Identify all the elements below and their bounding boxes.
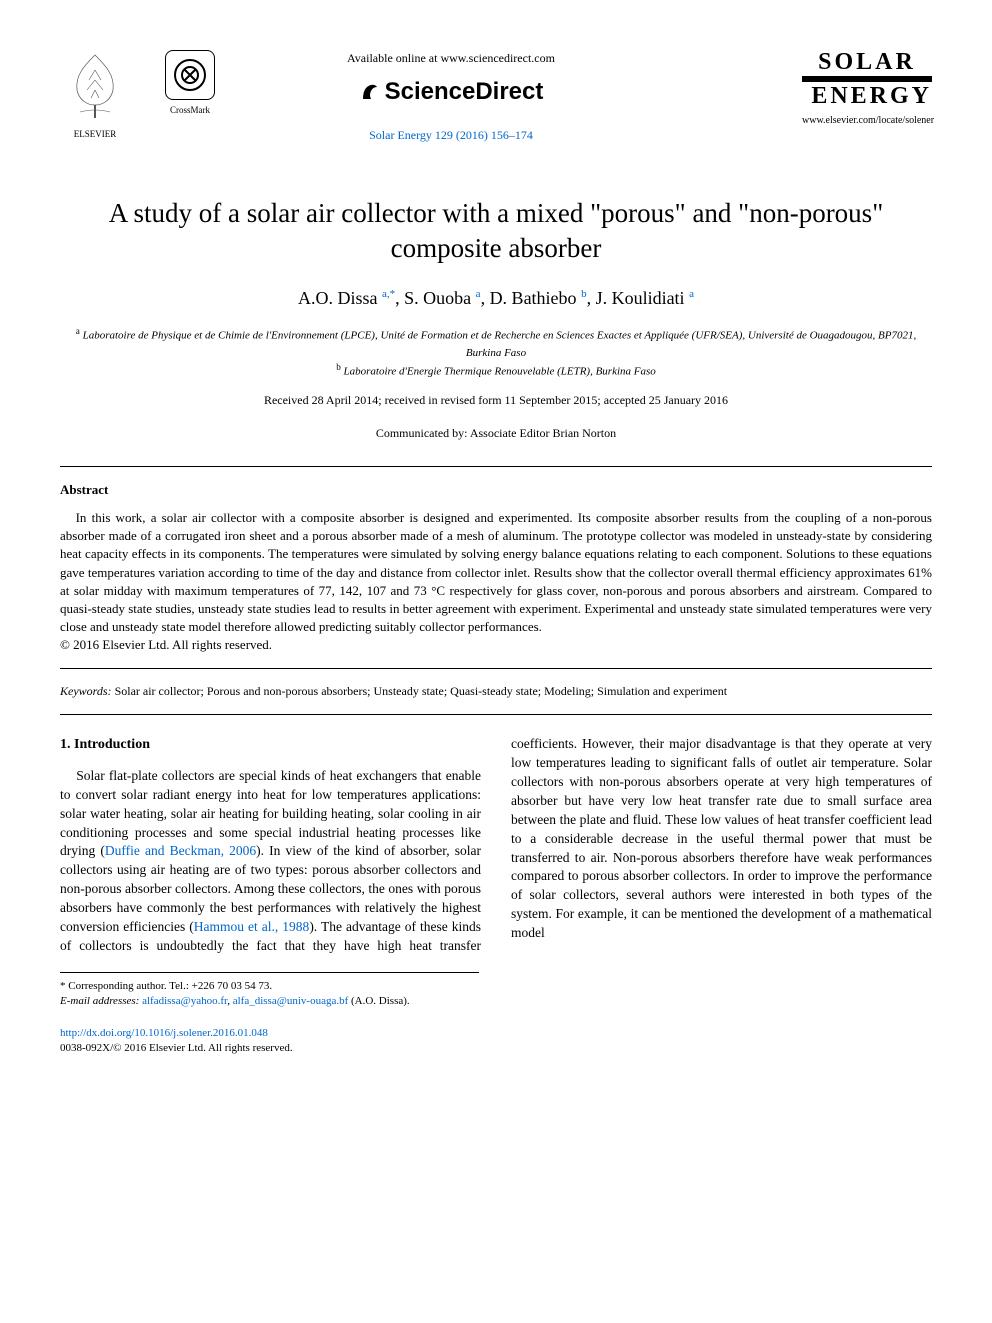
introduction-heading: 1. Introduction xyxy=(60,735,481,755)
email-author-suffix: (A.O. Dissa). xyxy=(351,995,410,1007)
available-online-text: Available online at www.sciencedirect.co… xyxy=(120,50,782,67)
author-3-affil[interactable]: b xyxy=(581,288,587,300)
header-center: Available online at www.sciencedirect.co… xyxy=(100,50,802,146)
doi-link[interactable]: http://dx.doi.org/10.1016/j.solener.2016… xyxy=(60,1027,268,1039)
communicated-by: Communicated by: Associate Editor Brian … xyxy=(60,425,932,442)
intro-paragraph: Solar flat-plate collectors are special … xyxy=(60,735,932,956)
author-1-corr[interactable]: * xyxy=(390,288,396,300)
page-header: ELSEVIER CrossMark Available online at w… xyxy=(60,50,932,146)
affiliation-b-text: Laboratoire d'Energie Thermique Renouvel… xyxy=(344,366,656,378)
email-link-2[interactable]: alfa_dissa@univ-ouaga.bf xyxy=(233,995,349,1007)
affiliations: a Laboratoire de Physique et de Chimie d… xyxy=(60,325,932,380)
abstract-copyright: © 2016 Elsevier Ltd. All rights reserved… xyxy=(60,636,932,654)
doi-block: http://dx.doi.org/10.1016/j.solener.2016… xyxy=(60,1026,932,1057)
author-1: A.O. Dissa xyxy=(298,288,378,308)
author-list: A.O. Dissa a,*, S. Ouoba a, D. Bathiebo … xyxy=(60,286,932,311)
introduction-body: 1. Introduction Solar flat-plate collect… xyxy=(60,735,932,956)
author-4: J. Koulidiati xyxy=(596,288,685,308)
author-3: D. Bathiebo xyxy=(490,288,577,308)
article-dates: Received 28 April 2014; received in revi… xyxy=(60,392,932,409)
abstract-text: In this work, a solar air collector with… xyxy=(60,509,932,636)
corr-author-line: * Corresponding author. Tel.: +226 70 03… xyxy=(60,979,479,994)
citation-hammou[interactable]: Hammou et al., 1988 xyxy=(194,919,310,934)
author-2-affil[interactable]: a xyxy=(476,288,481,300)
sciencedirect-icon xyxy=(359,81,381,103)
email-link-1[interactable]: alfadissa@yahoo.fr xyxy=(142,995,227,1007)
journal-brand-top: SOLAR xyxy=(802,50,932,74)
divider-1 xyxy=(60,466,932,467)
journal-citation-link[interactable]: Solar Energy 129 (2016) 156–174 xyxy=(369,128,533,142)
journal-url: www.elsevier.com/locate/solener xyxy=(802,114,932,128)
sciencedirect-text: ScienceDirect xyxy=(385,78,544,105)
citation-duffie[interactable]: Duffie and Beckman, 2006 xyxy=(105,843,256,858)
email-line: E-mail addresses: alfadissa@yahoo.fr, al… xyxy=(60,994,479,1009)
issn-copyright: 0038-092X/© 2016 Elsevier Ltd. All right… xyxy=(60,1042,293,1054)
divider-3 xyxy=(60,714,932,715)
affiliation-a-text: Laboratoire de Physique et de Chimie de … xyxy=(83,330,917,359)
author-2: S. Ouoba xyxy=(404,288,471,308)
divider-2 xyxy=(60,668,932,669)
affiliation-a: a Laboratoire de Physique et de Chimie d… xyxy=(60,325,932,361)
journal-brand-bottom: ENERGY xyxy=(802,84,932,108)
journal-brand-rule xyxy=(802,76,932,82)
author-4-affil[interactable]: a xyxy=(689,288,694,300)
email-label: E-mail addresses: xyxy=(60,995,139,1007)
keywords-label: Keywords: xyxy=(60,684,112,698)
keywords: Keywords: Solar air collector; Porous an… xyxy=(60,683,932,700)
author-1-affil[interactable]: a, xyxy=(382,288,390,300)
keywords-text: Solar air collector; Porous and non-poro… xyxy=(112,684,728,698)
abstract-heading: Abstract xyxy=(60,481,932,499)
affiliation-b: b Laboratoire d'Energie Thermique Renouv… xyxy=(60,361,932,380)
journal-brand: SOLAR ENERGY www.elsevier.com/locate/sol… xyxy=(802,50,932,128)
article-title: A study of a solar air collector with a … xyxy=(100,196,892,266)
corresponding-author-footnote: * Corresponding author. Tel.: +226 70 03… xyxy=(60,972,479,1010)
sciencedirect-brand: ScienceDirect xyxy=(120,75,782,109)
